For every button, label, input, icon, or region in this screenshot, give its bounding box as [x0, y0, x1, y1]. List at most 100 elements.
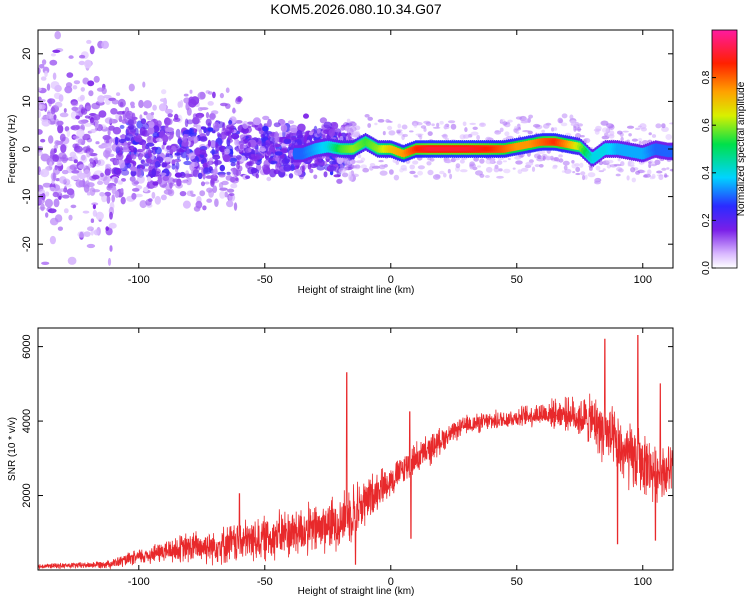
spectrogram-cell: [167, 113, 173, 118]
spectrogram-cell: [238, 140, 245, 146]
spectrogram-cell: [132, 188, 140, 192]
spectrogram-cell: [88, 163, 93, 168]
spectrogram-cell: [89, 158, 94, 163]
spectrogram-cell: [564, 168, 572, 174]
spectrogram-cell: [367, 116, 374, 121]
spectrogram-cell: [397, 123, 402, 129]
spectrogram-cell: [278, 136, 283, 145]
spectrogram-cell: [171, 163, 176, 170]
spectrogram-cell: [527, 117, 531, 123]
spectrogram-cell: [192, 169, 200, 178]
spectrogram-cell: [193, 123, 198, 128]
y-tick-label: -10: [21, 189, 33, 205]
spectrogram-cell: [313, 174, 318, 180]
spectrogram-cell: [91, 202, 99, 206]
spectrogram-cell: [189, 89, 193, 94]
spectrogram-cell: [66, 72, 74, 78]
spectrogram-cell: [469, 161, 475, 167]
spectrogram-cell: [221, 148, 225, 155]
spectrogram-cell: [199, 149, 207, 155]
spectrogram-cell: [123, 141, 128, 150]
spectrogram-cell: [38, 87, 42, 92]
spectrogram-cell: [485, 159, 493, 165]
spectrogram-cell: [229, 192, 235, 197]
spectrogram-cell: [432, 126, 441, 129]
spectrogram-cell: [86, 172, 91, 181]
spectrogram-cell: [531, 166, 536, 172]
colorbar-label: Normalized spectral amplitude: [736, 81, 747, 216]
spectrogram-cell: [72, 143, 78, 149]
spectrogram-cell: [92, 209, 98, 217]
spectrogram-cell: [44, 198, 54, 208]
spectrogram-cell: [130, 170, 137, 177]
spectrogram-cell: [225, 175, 233, 181]
spectrogram-cell: [493, 166, 500, 173]
spectrogram-cell: [152, 104, 157, 111]
spectrogram-cell: [188, 152, 196, 160]
spectrogram-cell: [209, 113, 217, 119]
spectrogram-cell: [42, 182, 52, 188]
spectrogram-cell: [38, 64, 45, 69]
spectrogram-cell: [389, 169, 394, 175]
spectrogram-cell: [522, 130, 531, 133]
spectrogram-cell: [177, 138, 183, 145]
spectrogram-cell: [42, 66, 50, 74]
spectrogram-cell: [131, 192, 137, 200]
spectrogram-cell: [108, 222, 117, 229]
spectrogram-cell: [166, 132, 175, 136]
spectrogram-cell: [139, 153, 144, 158]
spectrogram-cell: [56, 120, 64, 126]
spectrogram-cell: [78, 164, 87, 170]
spectrogram-cell: [393, 174, 400, 181]
spectrogram-cell: [111, 194, 115, 203]
spectrogram-cell: [143, 168, 150, 172]
spectrogram-cell: [139, 200, 147, 209]
spectrogram-cell: [247, 141, 251, 149]
spectrogram-cell: [413, 122, 418, 128]
spectrogram-cell: [341, 172, 349, 178]
spectrogram-cell: [469, 122, 477, 125]
spectrogram-cell: [270, 160, 278, 165]
spectrogram-cell: [635, 170, 641, 175]
spectrogram-cell: [412, 160, 419, 165]
spectrogram-cell: [613, 163, 622, 167]
spectrogram-cell: [385, 119, 390, 123]
spectrogram-cell: [631, 177, 636, 183]
spectrogram-cell: [114, 136, 119, 146]
spectrogram-cell: [91, 174, 100, 180]
y-tick-label: 10: [21, 95, 33, 107]
spectrogram-cell: [287, 120, 295, 124]
spectrogram-cell: [134, 193, 143, 198]
spectrogram-cell: [658, 174, 664, 181]
spectrogram-cell: [40, 153, 50, 162]
spectrogram-cell: [45, 191, 50, 197]
spectrogram-cell: [158, 172, 167, 176]
spectrogram-cell: [401, 124, 408, 130]
spectrogram-cell: [55, 178, 60, 182]
spectrogram-cell: [62, 178, 71, 186]
spectrogram-cell: [316, 165, 325, 171]
spectrogram-cell: [78, 119, 87, 125]
colorbar-gradient: [711, 29, 738, 269]
spectrogram-cell: [121, 169, 130, 176]
spectrogram-cell: [579, 162, 584, 168]
spectrogram-cell: [81, 154, 86, 161]
spectrogram-cell: [374, 122, 378, 126]
spectrogram-cell: [69, 164, 78, 171]
spectrogram-cell: [551, 127, 555, 132]
spectrogram-cell: [560, 122, 568, 127]
spectrogram-cell: [160, 194, 167, 201]
spectrogram-cell: [631, 138, 639, 142]
spectrogram-cell: [135, 168, 142, 178]
spectrogram-cell: [50, 53, 57, 57]
spectrogram-cell: [90, 218, 95, 223]
spectrogram-cell: [80, 87, 86, 92]
spectrogram-cell: [600, 120, 609, 126]
spectrogram-cell: [130, 101, 135, 107]
spectrogram-cell: [349, 126, 357, 132]
spectrogram-cell: [48, 98, 52, 107]
spectrogram-cell: [154, 146, 162, 155]
spectrogram-cell: [41, 59, 47, 65]
spectrogram-cell: [350, 138, 354, 141]
